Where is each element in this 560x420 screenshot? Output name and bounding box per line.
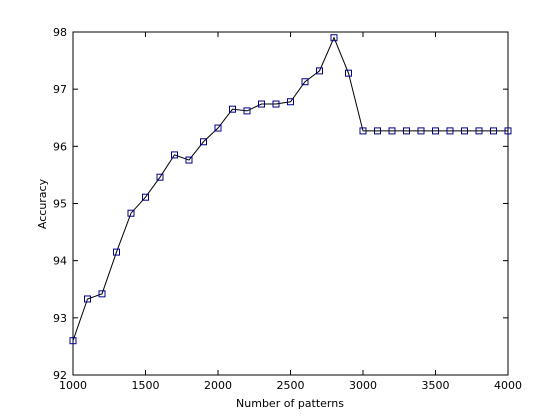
marker [403,127,410,135]
y-tick-label: 95 [53,198,67,211]
x-axis-label: Number of patterns [236,397,344,410]
data-line [72,36,508,341]
marker [69,337,77,345]
marker [359,127,367,135]
marker [84,295,91,303]
marker [258,100,265,108]
marker [200,138,207,146]
marker [214,124,222,132]
marker [374,127,381,135]
marker [229,105,236,113]
x-tick-label: 2000 [204,379,232,392]
marker [156,173,164,181]
y-tick-label: 93 [53,312,67,325]
marker [113,248,120,256]
marker [142,193,149,201]
x-tick-label: 3500 [422,379,450,392]
marker [185,156,193,164]
marker [171,151,178,159]
x-tick-label: 4000 [494,379,522,392]
x-tick-label: 1500 [132,379,160,392]
marker [490,127,497,135]
marker [272,100,280,108]
y-axis-label: Accuracy [36,178,49,229]
marker [461,127,468,135]
marker [504,127,512,135]
marker [127,209,135,217]
x-tick-label: 2500 [277,379,305,392]
y-tick-label: 98 [53,26,67,39]
marker [475,127,483,135]
y-tick-label: 94 [53,255,67,268]
x-tick-label: 1000 [59,379,87,392]
y-tick-label: 97 [53,83,67,96]
marker [388,127,396,135]
marker [432,127,439,135]
marker [287,98,294,106]
y-tick-label: 92 [53,369,67,382]
marker [446,127,454,135]
marker [243,107,251,115]
marker [330,34,338,42]
marker [417,127,425,135]
plot-area [72,31,509,376]
marker [301,78,309,86]
marker [316,67,323,75]
marker [345,69,352,77]
marker [98,290,106,298]
y-tick-label: 96 [53,140,67,153]
x-tick-label: 3000 [349,379,377,392]
